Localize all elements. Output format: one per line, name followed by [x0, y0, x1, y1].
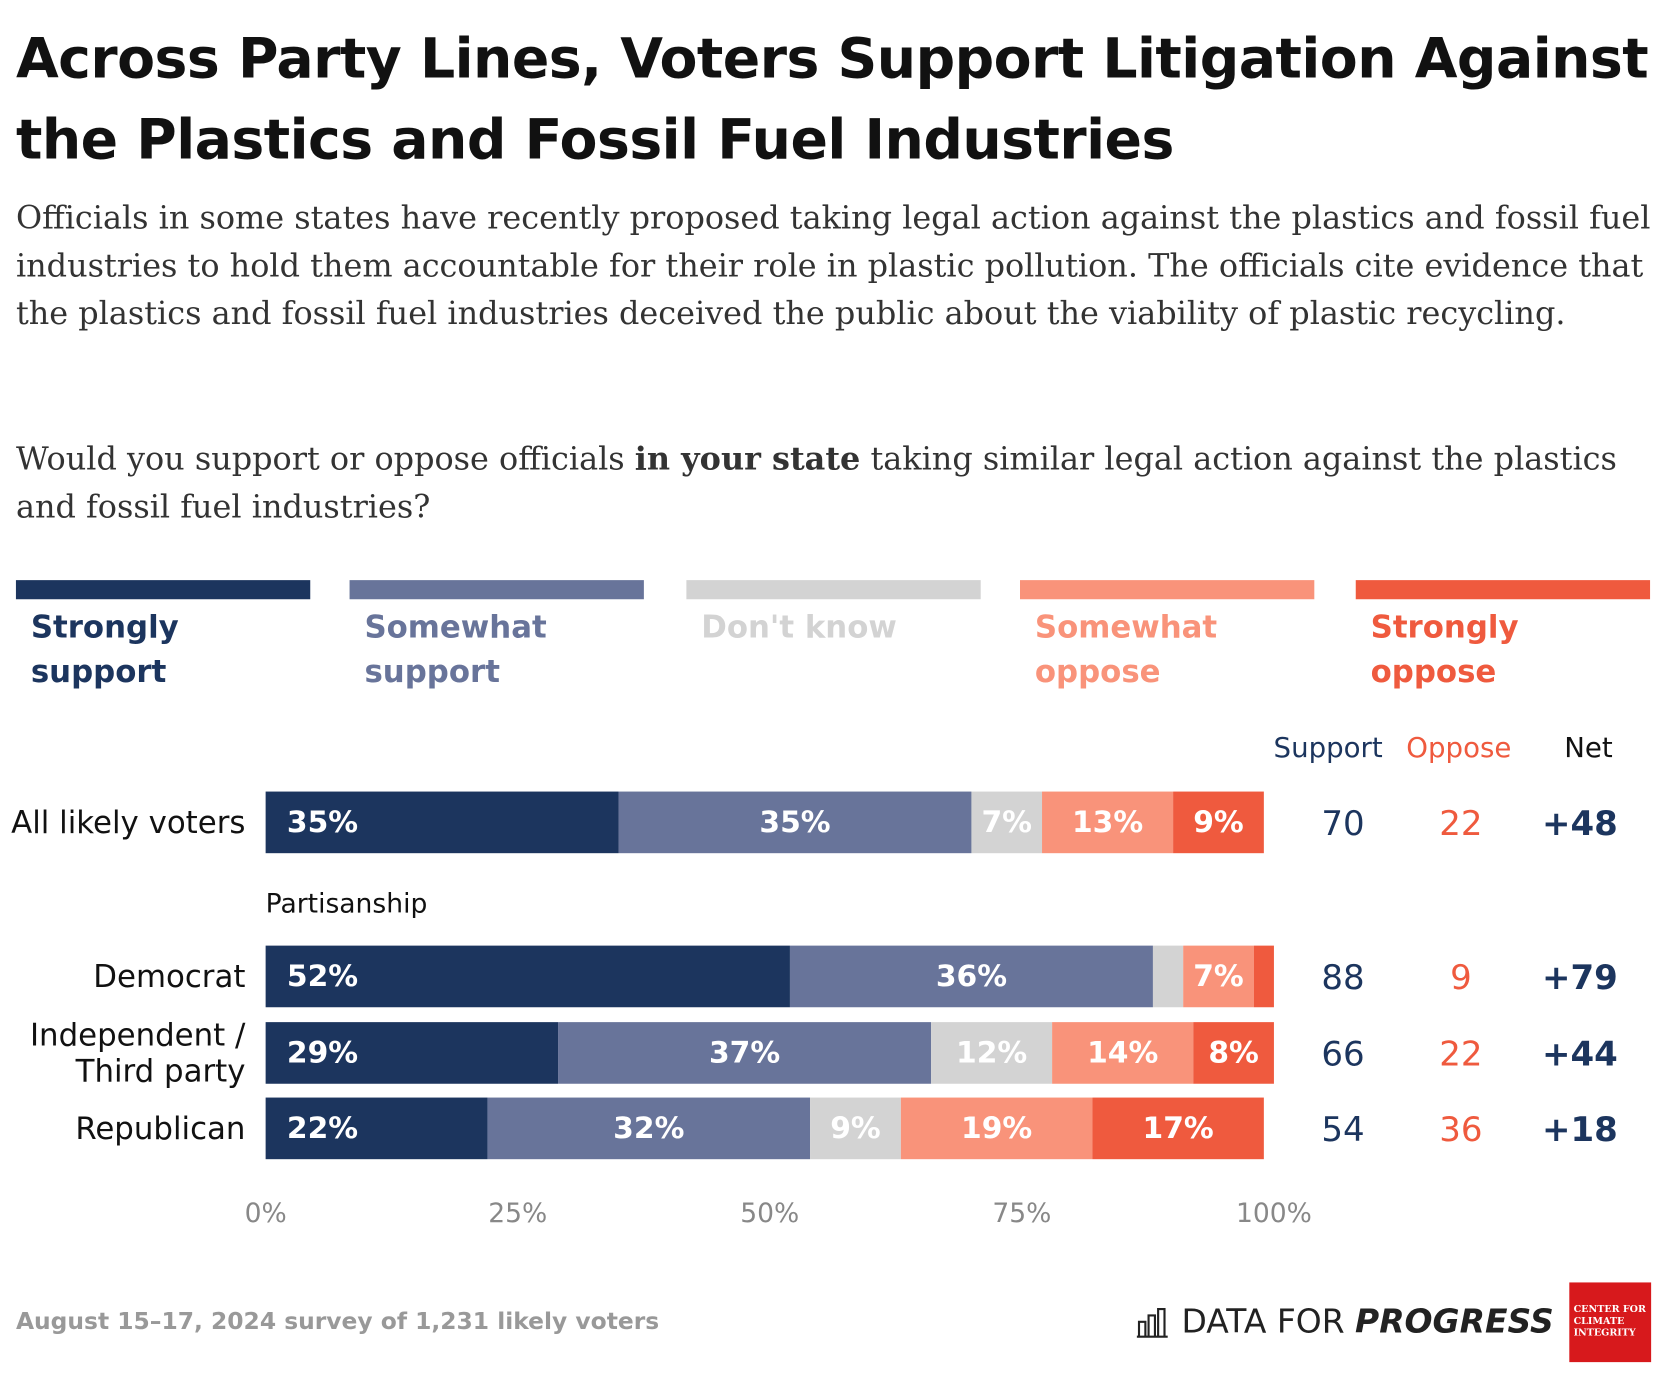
- bar-segment: [971, 791, 1043, 854]
- bar-segment: [487, 1097, 811, 1160]
- bar-segment: [1173, 791, 1264, 854]
- value-label: 7%: [1193, 959, 1244, 994]
- summary-value: 88: [1321, 958, 1364, 998]
- bar-segment: [265, 791, 619, 854]
- x-tick-label: 100%: [1236, 1198, 1312, 1229]
- summary-value: 70: [1321, 804, 1364, 844]
- logo-icon: [1136, 1307, 1168, 1338]
- x-tick-label: 25%: [488, 1198, 547, 1229]
- row-label: Republican: [75, 1110, 246, 1147]
- bar-segment: [810, 1097, 901, 1160]
- value-label: 9%: [830, 1111, 881, 1146]
- value-label: 37%: [709, 1036, 780, 1071]
- x-tick-label: 0%: [245, 1198, 287, 1229]
- value-label: 29%: [287, 1036, 358, 1071]
- question-text: taking similar legal action against the …: [15, 440, 1617, 526]
- question: Would you support or oppose officials in…: [16, 436, 1652, 532]
- summary-value: +18: [1542, 1110, 1618, 1150]
- bar-segment: [1152, 945, 1184, 1008]
- logo-cci-box: [1569, 1282, 1652, 1363]
- x-tick-label: 50%: [740, 1198, 799, 1229]
- bar-segment: [1092, 1097, 1264, 1160]
- legend-label: Somewhat oppose: [1034, 608, 1218, 690]
- bar-segment: [265, 945, 790, 1008]
- bar-segment: [265, 1022, 559, 1084]
- legend-swatch: [1020, 580, 1315, 600]
- bar-segment: [558, 1022, 932, 1084]
- bar-segment: [265, 1097, 488, 1160]
- logo-dfp: DATA FOR PROGRESS: [1182, 1303, 1554, 1341]
- value-label: 35%: [759, 805, 830, 840]
- question-text: Would you support or oppose officials: [15, 440, 635, 479]
- value-label: 35%: [287, 805, 358, 840]
- bar-segment: [618, 791, 972, 854]
- summary-value: 22: [1439, 804, 1482, 844]
- summary-header: Oppose: [1406, 731, 1511, 764]
- legend-label: Strongly support: [30, 608, 179, 690]
- legend-swatch: [686, 580, 981, 600]
- value-label: 9%: [1193, 805, 1244, 840]
- legend-swatch: [349, 580, 644, 600]
- legend-label: Somewhat support: [364, 608, 547, 690]
- value-label: 8%: [1208, 1036, 1259, 1071]
- row-label: All likely voters: [11, 804, 246, 841]
- summary-value: 36: [1439, 1110, 1482, 1150]
- x-tick-label: 75%: [992, 1198, 1051, 1229]
- question-emphasis: in your state: [634, 440, 861, 479]
- bar-segment: [789, 945, 1153, 1008]
- subtitle: Officials in some states have recently p…: [15, 199, 1651, 333]
- bar-segment: [1183, 945, 1254, 1008]
- chart-title: Across Party Lines, Voters Support Litig…: [15, 27, 1649, 173]
- summary-value: +79: [1542, 958, 1618, 998]
- value-label: 7%: [981, 805, 1032, 840]
- row-label: Independent / Third party: [29, 1016, 246, 1090]
- value-label: 52%: [287, 959, 358, 994]
- summary-value: +44: [1542, 1035, 1618, 1075]
- summary-value: 9: [1450, 958, 1472, 998]
- bar-segment: [1193, 1022, 1274, 1084]
- summary-value: 66: [1321, 1035, 1364, 1075]
- summary-value: 22: [1439, 1035, 1482, 1075]
- value-label: 14%: [1087, 1036, 1158, 1071]
- bar-segment: [1253, 945, 1274, 1008]
- value-label: 32%: [613, 1111, 684, 1146]
- bar-segment: [931, 1022, 1053, 1084]
- bar-segment: [1042, 791, 1174, 854]
- legend-swatch: [1355, 580, 1651, 600]
- legend-swatch: [15, 580, 311, 600]
- bar-segment: [900, 1097, 1093, 1160]
- group-label: Partisanship: [265, 888, 428, 920]
- logo-cci: CENTER FOR CLIMATE INTEGRITY: [1573, 1304, 1646, 1339]
- value-label: 12%: [956, 1036, 1027, 1071]
- value-label: 13%: [1072, 805, 1143, 840]
- value-label: 19%: [961, 1111, 1032, 1146]
- value-label: 36%: [936, 959, 1007, 994]
- value-label: 17%: [1143, 1111, 1214, 1146]
- bar-segment: [1052, 1022, 1194, 1084]
- logo-text: DATA FOR: [1181, 1302, 1356, 1341]
- legend-label: Don't know: [701, 608, 897, 645]
- row-label: Democrat: [93, 958, 246, 995]
- legend-label: Strongly oppose: [1370, 608, 1519, 690]
- summary-value: 54: [1321, 1110, 1364, 1150]
- value-label: 22%: [287, 1111, 358, 1146]
- summary-header: Support: [1274, 731, 1383, 764]
- logo-text: PROGRESS: [1355, 1302, 1554, 1341]
- summary-value: +48: [1542, 804, 1618, 844]
- source: August 15–17, 2024 survey of 1,231 likel…: [15, 1309, 660, 1336]
- summary-header: Net: [1564, 731, 1613, 764]
